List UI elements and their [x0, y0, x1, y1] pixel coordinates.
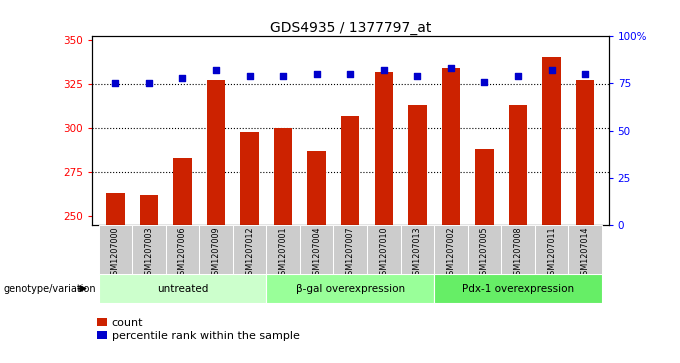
Bar [199, 225, 233, 274]
Text: GSM1207009: GSM1207009 [211, 227, 220, 280]
Bar [534, 225, 568, 274]
Bar [106, 193, 124, 225]
Bar [99, 225, 132, 274]
Point [345, 71, 356, 77]
Bar [99, 274, 267, 303]
Point [445, 65, 456, 71]
Text: GSM1207005: GSM1207005 [480, 227, 489, 280]
Text: GSM1207012: GSM1207012 [245, 227, 254, 280]
Text: GSM1207004: GSM1207004 [312, 227, 321, 280]
Point [277, 73, 288, 79]
Bar [441, 68, 460, 225]
Bar [568, 225, 602, 274]
Bar [173, 158, 192, 225]
Point [378, 68, 389, 73]
Bar [267, 225, 300, 274]
Text: GSM1207014: GSM1207014 [581, 227, 590, 280]
Bar [341, 116, 360, 225]
Text: GSM1207003: GSM1207003 [144, 227, 154, 280]
Bar [367, 225, 401, 274]
Point [311, 71, 322, 77]
Bar [233, 225, 267, 274]
Bar [401, 225, 434, 274]
Text: GSM1207000: GSM1207000 [111, 227, 120, 280]
Bar [166, 225, 199, 274]
Bar [509, 105, 527, 225]
Point [177, 75, 188, 81]
Bar [501, 225, 534, 274]
Text: β-gal overexpression: β-gal overexpression [296, 284, 405, 294]
Bar [543, 57, 561, 225]
Bar [475, 149, 494, 225]
Text: GSM1207011: GSM1207011 [547, 227, 556, 280]
Bar [274, 128, 292, 225]
Bar [132, 225, 166, 274]
Text: GSM1207001: GSM1207001 [279, 227, 288, 280]
Bar [139, 195, 158, 225]
Text: Pdx-1 overexpression: Pdx-1 overexpression [462, 284, 574, 294]
Legend: count, percentile rank within the sample: count, percentile rank within the sample [97, 318, 300, 341]
Text: GSM1207008: GSM1207008 [513, 227, 522, 280]
Bar [300, 225, 333, 274]
Text: genotype/variation: genotype/variation [3, 284, 96, 294]
Point [244, 73, 255, 79]
Bar [375, 72, 393, 225]
Bar [434, 225, 468, 274]
Text: GSM1207002: GSM1207002 [446, 227, 456, 280]
Text: GSM1207007: GSM1207007 [345, 227, 355, 280]
Bar [307, 151, 326, 225]
Point [110, 81, 121, 86]
Point [143, 81, 154, 86]
Point [412, 73, 423, 79]
Text: GSM1207013: GSM1207013 [413, 227, 422, 280]
Title: GDS4935 / 1377797_at: GDS4935 / 1377797_at [269, 21, 431, 35]
Bar [468, 225, 501, 274]
Point [579, 71, 590, 77]
Bar [408, 105, 426, 225]
Point [513, 73, 524, 79]
Point [546, 68, 557, 73]
Bar [576, 80, 594, 225]
Point [211, 68, 222, 73]
Text: untreated: untreated [156, 284, 208, 294]
Text: GSM1207006: GSM1207006 [178, 227, 187, 280]
Text: GSM1207010: GSM1207010 [379, 227, 388, 280]
Bar [267, 274, 434, 303]
Bar [207, 80, 225, 225]
Bar [240, 131, 259, 225]
Point [479, 79, 490, 85]
Bar [434, 274, 602, 303]
Bar [333, 225, 367, 274]
